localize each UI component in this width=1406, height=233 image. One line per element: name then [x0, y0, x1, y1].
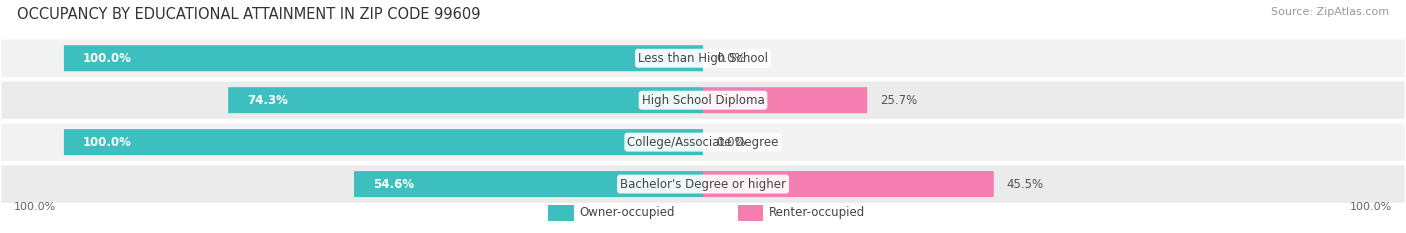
Text: 100.0%: 100.0%: [83, 136, 132, 149]
FancyBboxPatch shape: [0, 80, 1406, 120]
FancyBboxPatch shape: [703, 171, 994, 197]
Text: 100.0%: 100.0%: [83, 52, 132, 65]
Text: Owner-occupied: Owner-occupied: [579, 206, 675, 219]
Text: Renter-occupied: Renter-occupied: [769, 206, 865, 219]
FancyBboxPatch shape: [63, 45, 703, 71]
FancyBboxPatch shape: [228, 87, 703, 113]
Text: Source: ZipAtlas.com: Source: ZipAtlas.com: [1271, 7, 1389, 17]
FancyBboxPatch shape: [0, 38, 1406, 78]
Text: 100.0%: 100.0%: [1350, 202, 1392, 212]
FancyBboxPatch shape: [354, 171, 703, 197]
FancyBboxPatch shape: [63, 129, 703, 155]
Text: 0.0%: 0.0%: [716, 136, 745, 149]
Text: 74.3%: 74.3%: [247, 94, 288, 107]
Text: High School Diploma: High School Diploma: [641, 94, 765, 107]
FancyBboxPatch shape: [0, 122, 1406, 162]
Text: 25.7%: 25.7%: [880, 94, 917, 107]
FancyBboxPatch shape: [703, 87, 868, 113]
Text: OCCUPANCY BY EDUCATIONAL ATTAINMENT IN ZIP CODE 99609: OCCUPANCY BY EDUCATIONAL ATTAINMENT IN Z…: [17, 7, 481, 22]
Text: 45.5%: 45.5%: [1007, 178, 1043, 191]
Text: 100.0%: 100.0%: [14, 202, 56, 212]
Text: Bachelor's Degree or higher: Bachelor's Degree or higher: [620, 178, 786, 191]
Text: Less than High School: Less than High School: [638, 52, 768, 65]
Text: 0.0%: 0.0%: [716, 52, 745, 65]
Bar: [548, 205, 574, 221]
Text: College/Associate Degree: College/Associate Degree: [627, 136, 779, 149]
Bar: [738, 205, 763, 221]
FancyBboxPatch shape: [0, 164, 1406, 204]
Text: 54.6%: 54.6%: [373, 178, 415, 191]
